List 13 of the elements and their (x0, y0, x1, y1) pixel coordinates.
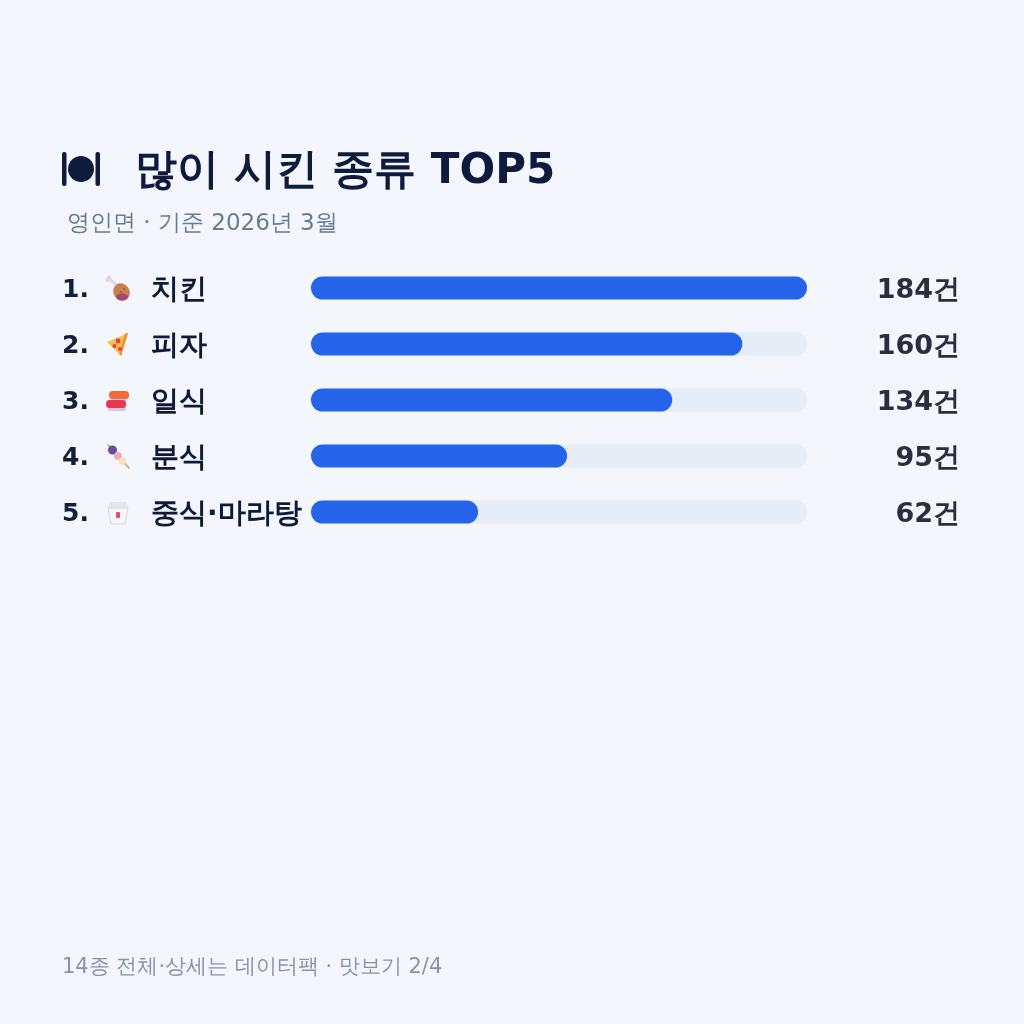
text: 14종 전체·상세는 데이터팩 · 맛보기 2/4 (62, 953, 443, 978)
category-label: 1. 치킨 (62, 271, 207, 305)
data-label: 134건 (876, 384, 960, 416)
chart-subtitle: 영인면 · 기준 2026년 3월 (67, 208, 338, 235)
data-label: 62건 (895, 496, 960, 528)
data-label: 95건 (895, 440, 960, 472)
category-label: 2. 피자 (62, 327, 207, 361)
category-label: 3. 일식 (62, 383, 207, 417)
category-label: 4. 분식 (62, 439, 207, 473)
data-label: 184건 (876, 272, 960, 304)
data-label: 160건 (876, 328, 960, 360)
category-label: 5. 중식·마라탕 (62, 495, 302, 529)
chart-title: 많이 시킨 종류 TOP5 (135, 143, 556, 193)
